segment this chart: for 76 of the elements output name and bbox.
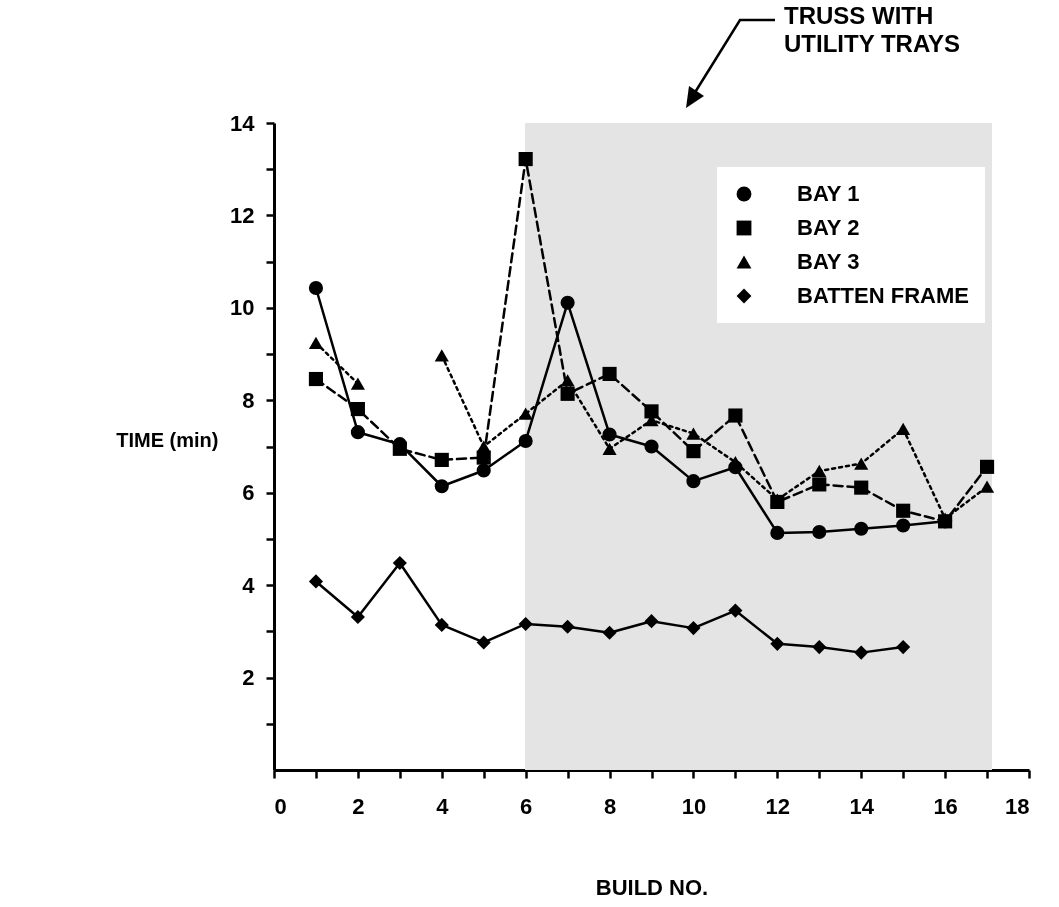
point bbox=[686, 474, 701, 489]
point bbox=[308, 280, 324, 296]
point bbox=[392, 441, 407, 456]
point bbox=[686, 621, 701, 636]
point bbox=[812, 524, 827, 540]
x-tick-label: 2 bbox=[352, 793, 365, 819]
point bbox=[854, 480, 869, 495]
legend-label: BAY 3 bbox=[797, 249, 860, 274]
point bbox=[979, 480, 995, 493]
y-tick-label: 10 bbox=[230, 295, 255, 321]
point bbox=[896, 503, 911, 518]
point bbox=[644, 614, 659, 629]
point bbox=[518, 616, 533, 632]
point bbox=[560, 386, 575, 401]
legend-label: BATTEN FRAME bbox=[797, 283, 969, 308]
point bbox=[812, 640, 827, 655]
point bbox=[434, 479, 449, 494]
point bbox=[434, 349, 449, 362]
point bbox=[686, 444, 701, 459]
point bbox=[602, 442, 617, 455]
x-tick-label: 8 bbox=[603, 793, 617, 819]
point bbox=[602, 625, 617, 640]
y-axis-title: TIME (min) bbox=[116, 428, 219, 451]
y-tick-label: 14 bbox=[230, 110, 256, 136]
y-tick-label: 2 bbox=[242, 665, 255, 691]
x-tick-label: 12 bbox=[765, 793, 791, 819]
point bbox=[979, 459, 995, 474]
x-tick-label: 4 bbox=[436, 793, 450, 819]
y-tick-label: 4 bbox=[242, 572, 256, 598]
point bbox=[854, 645, 869, 660]
point bbox=[896, 640, 911, 655]
point bbox=[560, 619, 575, 634]
point bbox=[476, 463, 491, 478]
point bbox=[476, 440, 491, 453]
point bbox=[350, 609, 365, 625]
point bbox=[602, 427, 617, 442]
point bbox=[350, 425, 365, 440]
point bbox=[728, 603, 743, 618]
point bbox=[518, 151, 533, 167]
point bbox=[308, 336, 324, 350]
point bbox=[308, 371, 324, 387]
legend-label: BAY 2 bbox=[797, 215, 860, 240]
point bbox=[854, 521, 869, 536]
x-tick-label: 18 bbox=[1005, 793, 1030, 819]
x-tick-label: 10 bbox=[681, 793, 707, 819]
x-axis-title: BUILD NO. bbox=[595, 874, 709, 900]
point bbox=[686, 427, 701, 440]
point bbox=[854, 457, 869, 470]
point bbox=[518, 433, 533, 449]
point bbox=[434, 617, 449, 632]
point bbox=[770, 525, 785, 540]
point bbox=[560, 295, 575, 310]
text: TRUSS WITH UTILITY TRAYS bbox=[784, 2, 962, 58]
point bbox=[728, 408, 743, 423]
point bbox=[644, 404, 659, 419]
point bbox=[350, 377, 365, 390]
point bbox=[644, 439, 659, 454]
y-tick-label: 12 bbox=[230, 202, 255, 228]
point bbox=[518, 407, 533, 420]
point bbox=[812, 477, 827, 492]
y-tick-label: 6 bbox=[242, 480, 255, 506]
x-tick-label: 14 bbox=[849, 793, 875, 819]
point bbox=[392, 555, 407, 571]
legend-label: BAY 1 bbox=[797, 181, 860, 206]
x-tick-label: 16 bbox=[933, 793, 958, 819]
point bbox=[896, 422, 911, 436]
point bbox=[770, 636, 785, 651]
y-tick-label: 8 bbox=[242, 387, 255, 413]
point bbox=[434, 452, 449, 467]
x-tick-label: 6 bbox=[520, 793, 533, 819]
x-tick-label: 0 bbox=[274, 793, 287, 819]
point bbox=[350, 402, 365, 417]
point bbox=[602, 366, 617, 382]
point bbox=[812, 464, 827, 478]
point bbox=[476, 635, 491, 650]
point bbox=[308, 574, 324, 589]
